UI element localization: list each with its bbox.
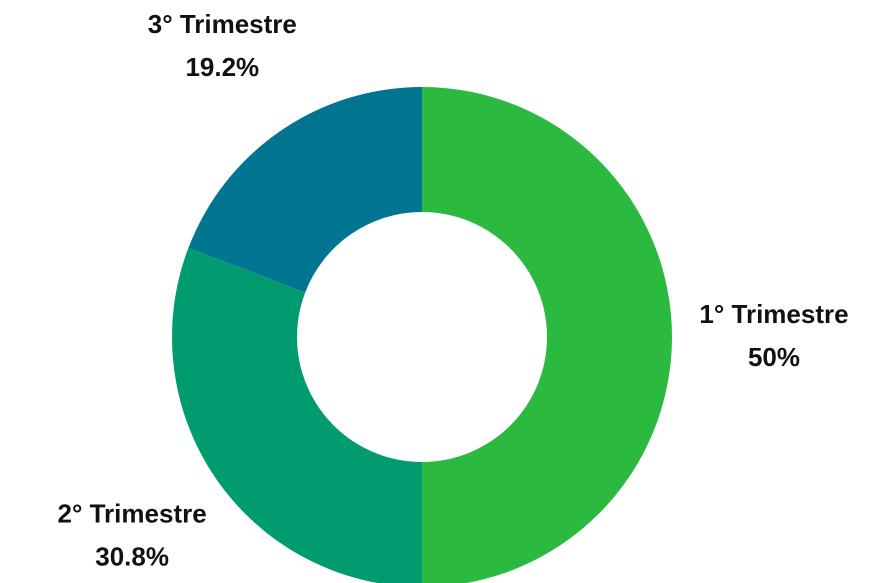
slice-value-label: 19.2% xyxy=(185,52,259,82)
donut-slice xyxy=(172,247,422,583)
donut-slice xyxy=(188,87,422,293)
donut-slice xyxy=(422,87,672,583)
slice-value-label: 30.8% xyxy=(95,542,169,572)
slice-value-label: 50% xyxy=(748,342,800,372)
slice-category-label: 2° Trimestre xyxy=(58,499,207,529)
slice-category-label: 1° Trimestre xyxy=(699,299,848,329)
slice-category-label: 3° Trimestre xyxy=(148,9,297,39)
